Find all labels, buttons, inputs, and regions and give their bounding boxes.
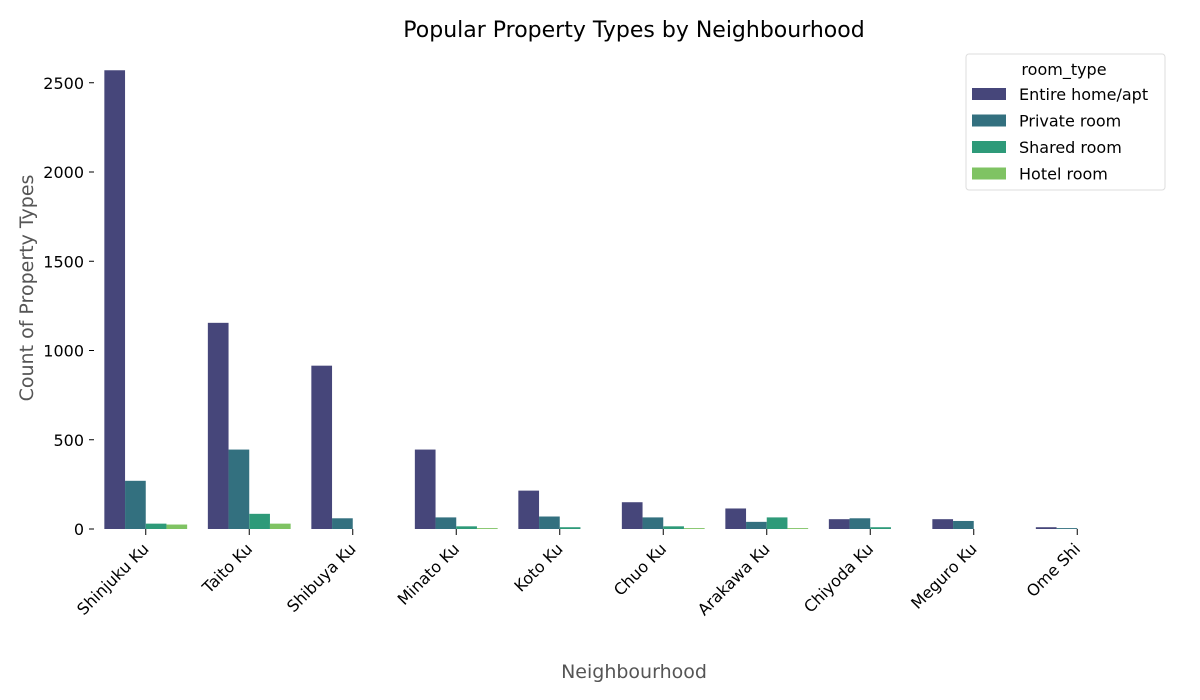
y-tick-label: 1500 — [43, 252, 84, 271]
bar — [249, 513, 270, 529]
bar — [269, 523, 291, 529]
y-tick-label: 0 — [74, 520, 84, 539]
x-tick-label: Koto Ku — [510, 539, 566, 595]
bar — [849, 518, 871, 529]
bar — [725, 508, 747, 529]
bar — [642, 517, 664, 529]
bar — [145, 523, 167, 529]
x-tick-label: Ome Shi — [1023, 539, 1084, 600]
bars — [104, 70, 1078, 529]
legend-label: Entire home/apt — [1019, 85, 1148, 104]
x-axis-label: Neighbourhood — [561, 661, 707, 683]
bar — [559, 527, 581, 529]
bar — [104, 70, 126, 529]
x-tick-label: Shibuya Ku — [283, 539, 360, 616]
y-axis: 0 500 1000 1500 2000 2500 — [43, 74, 94, 539]
bar — [518, 490, 540, 529]
y-tick-label: 1000 — [43, 342, 84, 361]
legend-label: Hotel room — [1019, 165, 1108, 184]
legend-swatch — [972, 88, 1006, 100]
x-tick-label: Chuo Ku — [610, 539, 670, 599]
legend-swatch — [972, 114, 1006, 127]
bar — [125, 480, 146, 529]
bar — [539, 516, 560, 529]
legend: room_type Entire home/apt Private room Sha… — [965, 53, 1166, 191]
x-tick-label: Meguro Ku — [907, 539, 980, 612]
bar — [953, 520, 974, 529]
bar — [166, 524, 188, 529]
x-tick-label: Taito Ku — [198, 539, 256, 597]
bar — [828, 519, 850, 529]
legend-title: room_type — [1021, 60, 1106, 80]
bar — [766, 517, 788, 529]
legend-swatch — [972, 167, 1006, 180]
y-tick-label: 2500 — [43, 74, 84, 93]
bar — [311, 365, 333, 529]
bar — [1035, 527, 1057, 529]
bar — [207, 322, 229, 529]
bar — [746, 521, 767, 529]
bar — [621, 502, 643, 529]
legend-label: Shared room — [1019, 138, 1122, 157]
x-tick-label: Chiyoda Ku — [800, 539, 877, 616]
bar — [435, 517, 457, 529]
x-tick-label: Shinjuku Ku — [73, 539, 152, 618]
y-tick-label: 500 — [53, 431, 84, 450]
x-axis: Shinjuku Ku Taito Ku Shibuya Ku Minato Ku Ko… — [73, 529, 1084, 619]
bar — [787, 528, 809, 529]
bar — [1056, 528, 1078, 529]
legend-label: Private room — [1019, 112, 1121, 131]
x-tick-label: Arakawa Ku — [694, 539, 774, 619]
bar — [663, 526, 684, 529]
legend-items: Entire home/apt Private room Shared room Ho… — [972, 85, 1148, 184]
bar — [932, 519, 954, 529]
chart-title: Popular Property Types by Neighbourhood — [403, 18, 864, 43]
bar — [332, 518, 353, 529]
bar — [683, 528, 705, 529]
legend-swatch — [972, 141, 1006, 153]
bar — [476, 528, 498, 529]
legend-frame — [965, 53, 1166, 191]
bar — [414, 449, 436, 529]
bar — [228, 449, 250, 529]
x-tick-label: Minato Ku — [394, 539, 463, 608]
y-tick-label: 2000 — [43, 163, 84, 182]
bar — [456, 526, 477, 529]
bar — [870, 527, 891, 529]
y-axis-label: Count of Property Types — [16, 175, 38, 402]
